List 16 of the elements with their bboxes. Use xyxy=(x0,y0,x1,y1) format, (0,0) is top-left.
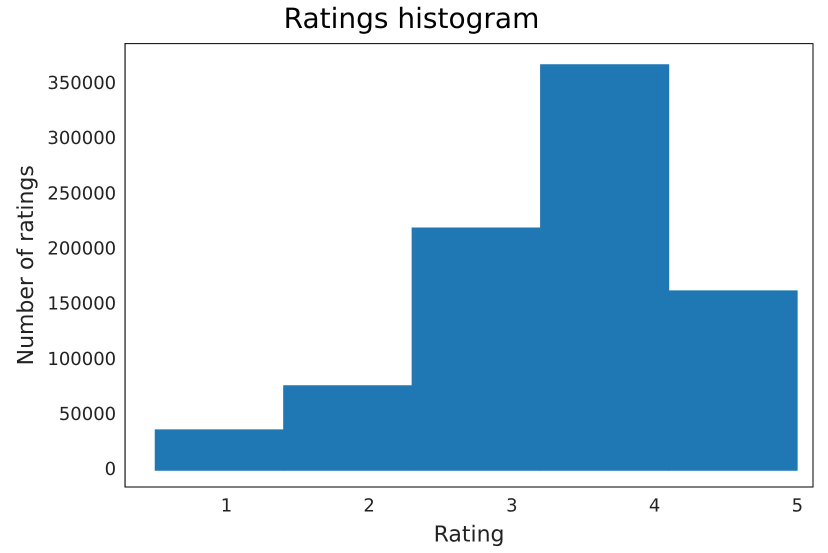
y-tick-label: 350000 xyxy=(47,73,116,94)
x-tick-label: 1 xyxy=(220,495,232,516)
y-tick-label: 250000 xyxy=(47,183,116,204)
chart-title: Ratings histogram xyxy=(284,2,540,36)
x-tick-label: 5 xyxy=(792,495,804,516)
y-tick-label: 50000 xyxy=(58,404,116,425)
x-tick-label: 3 xyxy=(506,495,518,516)
y-axis-title: Number of ratings xyxy=(14,165,39,366)
y-tick-label: 200000 xyxy=(47,238,116,260)
x-axis-title: Rating xyxy=(434,522,505,548)
y-tick-label: 150000 xyxy=(47,294,116,315)
x-tick-label: 4 xyxy=(648,495,660,516)
y-tick-label: 0 xyxy=(104,459,116,480)
y-tick-label: 300000 xyxy=(47,128,116,150)
y-tick-label: 100000 xyxy=(47,348,116,370)
x-tick-label: 2 xyxy=(363,495,375,516)
